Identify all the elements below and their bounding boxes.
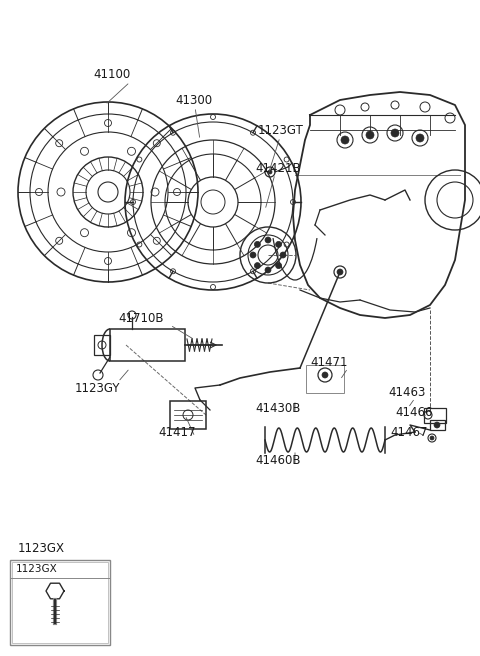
Circle shape <box>276 241 282 247</box>
Text: 41471: 41471 <box>310 356 348 369</box>
Circle shape <box>416 134 424 142</box>
Bar <box>424 408 446 423</box>
Text: 41421B: 41421B <box>255 161 300 174</box>
Circle shape <box>366 131 374 139</box>
Text: 41300: 41300 <box>175 94 212 106</box>
Text: 41100: 41100 <box>93 68 130 81</box>
Text: 1123GT: 1123GT <box>258 123 304 136</box>
Text: 41710B: 41710B <box>118 312 164 325</box>
Bar <box>94 335 110 355</box>
Text: 1123GX: 1123GX <box>18 541 65 554</box>
Bar <box>430 420 445 430</box>
Circle shape <box>434 422 440 428</box>
Text: 41467: 41467 <box>390 426 428 438</box>
Circle shape <box>430 436 434 440</box>
Bar <box>170 401 206 429</box>
Bar <box>10 560 110 645</box>
Circle shape <box>265 237 271 243</box>
Circle shape <box>322 372 328 378</box>
Text: 41460B: 41460B <box>255 453 300 466</box>
Text: 1123GX: 1123GX <box>16 564 58 574</box>
Text: 1123GY: 1123GY <box>75 382 120 394</box>
Circle shape <box>254 241 260 247</box>
Bar <box>306 365 344 393</box>
Circle shape <box>276 262 282 268</box>
Circle shape <box>254 262 260 268</box>
Text: 41463: 41463 <box>388 386 425 398</box>
Circle shape <box>265 267 271 273</box>
Text: 41430B: 41430B <box>255 401 300 415</box>
Circle shape <box>250 252 256 258</box>
Text: 41466: 41466 <box>395 405 432 419</box>
Circle shape <box>337 269 343 275</box>
Text: 41417: 41417 <box>158 426 195 438</box>
Circle shape <box>341 136 349 144</box>
Bar <box>12 562 108 643</box>
Circle shape <box>268 170 272 174</box>
Circle shape <box>391 129 399 137</box>
Circle shape <box>280 252 286 258</box>
Bar <box>110 329 185 361</box>
